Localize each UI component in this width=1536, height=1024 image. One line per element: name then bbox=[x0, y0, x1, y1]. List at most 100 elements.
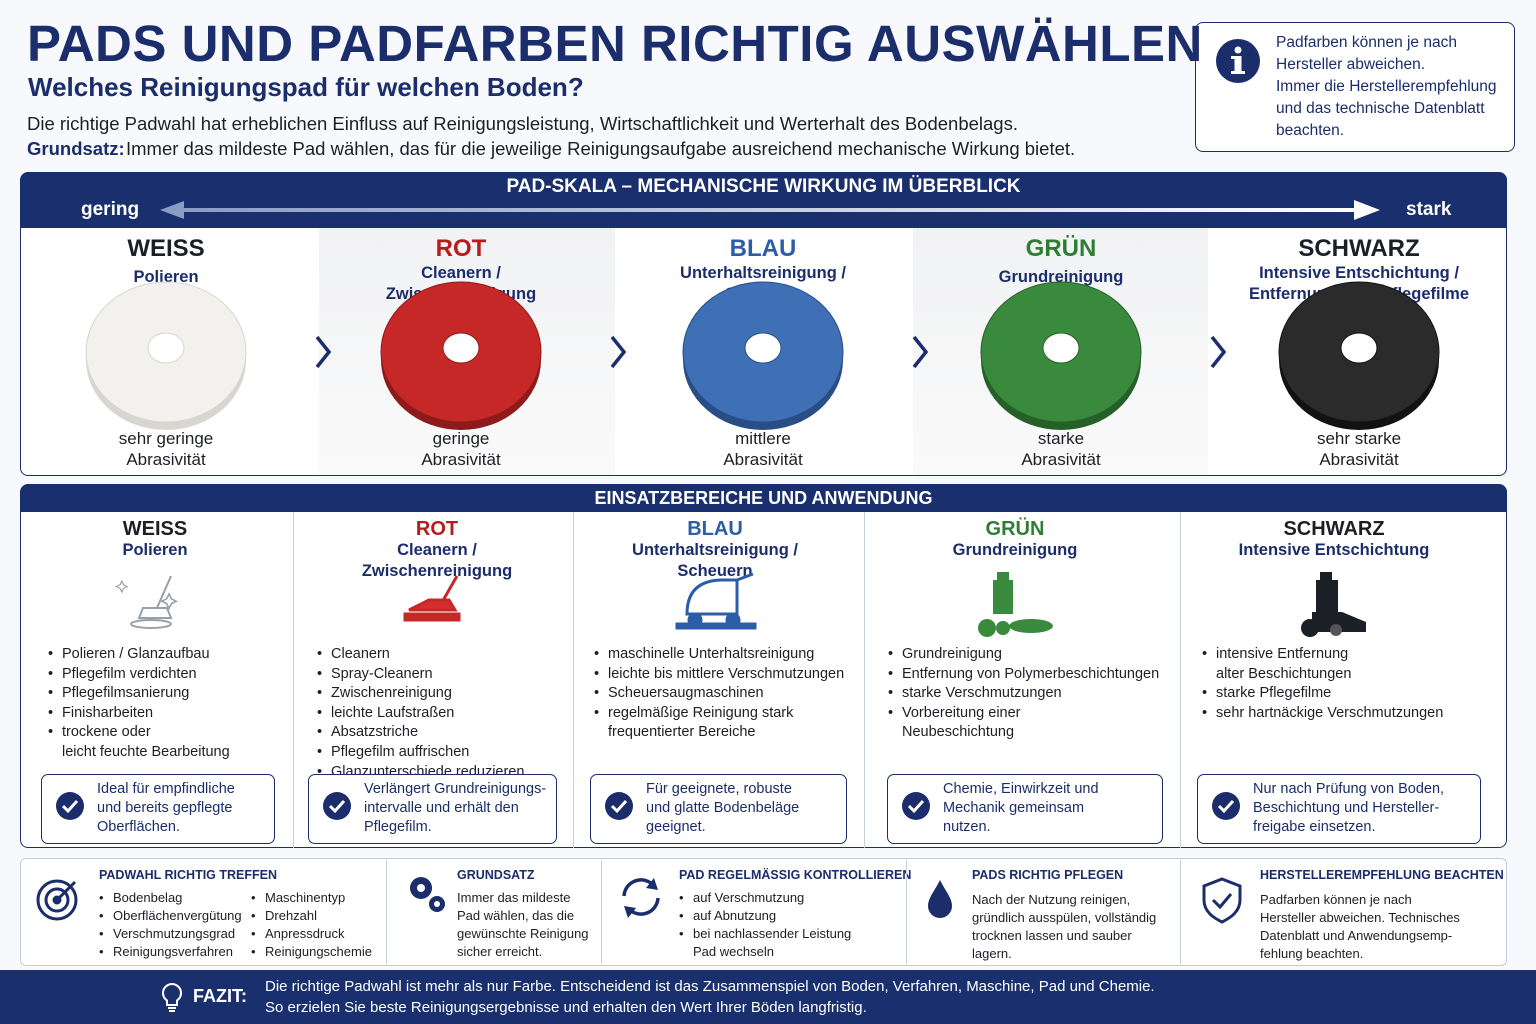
column-divider bbox=[1180, 512, 1181, 848]
pad-use: Grundreinigung bbox=[998, 268, 1124, 286]
usage-item: Entfernung von Polymerbeschichtungen bbox=[888, 665, 1159, 685]
pad-use: Unterhaltsreinigung / bbox=[680, 264, 846, 282]
note-text: freigabe einsetzen. bbox=[1253, 819, 1376, 835]
note-text: Chemie, Einwirkzeit und bbox=[943, 781, 1099, 797]
tip-text: Datenblatt und Anwendungsemp- bbox=[1260, 928, 1453, 943]
usage-item: Spray-Cleanern bbox=[317, 665, 524, 685]
tip-item-text: Bodenbelag bbox=[113, 890, 183, 905]
tip-item-text: Anpressdruck bbox=[265, 926, 345, 941]
note-text: Mechanik gemeinsam bbox=[943, 800, 1085, 816]
item-text: trockene oder bbox=[62, 724, 151, 741]
pad-name: GRÜN bbox=[1025, 235, 1097, 262]
note-text: Pflegefilm. bbox=[364, 819, 432, 835]
note-text: und glatte Bodenbeläge bbox=[646, 800, 800, 816]
fazit-text: So erzielen Sie beste Reinigungsergebnis… bbox=[265, 999, 867, 1016]
item-text: leicht feuchte Bearbeitung bbox=[62, 743, 230, 760]
note-text: und bereits gepflegte bbox=[97, 800, 233, 816]
tip-item: Reinigungschemie bbox=[251, 943, 372, 961]
pad-use: Intensive Entschichtung / bbox=[1259, 264, 1459, 282]
scale-high: stark bbox=[1406, 199, 1452, 220]
item-text: intensive Entfernung bbox=[1216, 646, 1349, 662]
usage-item: sehr hartnäckige Verschmutzungen bbox=[1202, 704, 1443, 724]
usage-item: leichte bis mittlere Verschmutzungen bbox=[594, 665, 844, 685]
tip-text: Immer das mildeste bbox=[457, 890, 571, 905]
pad-name: ROT bbox=[435, 235, 487, 262]
tip-title: PAD REGELMÄSSIG KONTROLLIEREN bbox=[679, 868, 912, 882]
pad-use: Polieren bbox=[133, 268, 199, 286]
usage-item: regelmäßige Reinigung stark frequentierte… bbox=[594, 704, 844, 743]
usage-header bbox=[20, 484, 1507, 512]
usage-name: ROT bbox=[415, 518, 459, 540]
machine-icon bbox=[115, 575, 178, 629]
tip-title: PADS RICHTIG PFLEGEN bbox=[972, 868, 1124, 882]
usage-item: Polieren / Glanzaufbau bbox=[48, 645, 230, 665]
pad-abrasion: sehr geringe bbox=[118, 429, 214, 448]
note-box bbox=[590, 774, 847, 844]
info-icon bbox=[1216, 39, 1260, 83]
pad bbox=[85, 281, 247, 430]
item-text: Cleanern bbox=[331, 646, 390, 662]
tip-item: bei nachlassender Leistung Pad wechseln bbox=[679, 925, 851, 961]
usage-item: Absatzstriche bbox=[317, 723, 524, 743]
item-text: sehr hartnäckige Verschmutzungen bbox=[1216, 704, 1444, 721]
pad-name: BLAU bbox=[729, 235, 797, 262]
usage-item: Pflegefilmsanierung bbox=[48, 684, 230, 704]
tip-text: gründlich ausspülen, vollständig bbox=[972, 910, 1157, 925]
pad bbox=[1278, 281, 1440, 430]
pad-use: Cleanern / bbox=[421, 264, 501, 282]
item-text: starke Pflegefilme bbox=[1216, 685, 1332, 702]
tip-item: Reinigungsverfahren bbox=[99, 943, 233, 961]
tip-item-text: Reinigungsverfahren bbox=[113, 944, 233, 959]
scale-low: gering bbox=[81, 199, 140, 220]
note-text: intervalle und erhält den bbox=[364, 800, 519, 816]
chevron bbox=[610, 335, 627, 369]
usage-item: Grundreinigung bbox=[888, 645, 1159, 665]
tip-text: lagern. bbox=[972, 946, 1012, 961]
item-text: Scheuersaugmaschinen bbox=[608, 685, 764, 702]
tip-item: Verschmutzungsgrad bbox=[99, 925, 235, 943]
tip-title: PADWAHL RICHTIG TREFFEN bbox=[99, 868, 278, 882]
item-text: Vorbereitung einer bbox=[902, 704, 1021, 721]
tip-icon bbox=[36, 879, 78, 921]
usage-title: EINSATZBEREICHE UND ANWENDUNG bbox=[594, 488, 933, 508]
item-text: Polieren / Glanzaufbau bbox=[62, 646, 210, 662]
usage-use: Unterhaltsreinigung / bbox=[632, 541, 798, 559]
usage-name: SCHWARZ bbox=[1283, 518, 1385, 540]
usage-item: Scheuersaugmaschinen bbox=[594, 684, 844, 704]
chevron bbox=[315, 335, 332, 369]
note-text: Beschichtung und Hersteller- bbox=[1253, 800, 1440, 816]
pad-abrasion: Abrasivität bbox=[723, 450, 803, 469]
usage-item: Cleanern bbox=[317, 645, 524, 665]
usage-name: BLAU bbox=[687, 518, 743, 540]
tip-icon bbox=[410, 877, 445, 912]
usage-item: Pflegefilm auffrischen bbox=[317, 743, 524, 763]
info-text: beachten. bbox=[1276, 122, 1345, 139]
usage-list: Grundreinigung Entfernung von Polymerbesc… bbox=[888, 645, 1159, 743]
pad-abrasion: geringe bbox=[432, 429, 490, 448]
tip-divider bbox=[386, 860, 387, 964]
tip-item-text: bei nachlassender Leistung bbox=[693, 926, 852, 941]
scale-arrow bbox=[160, 200, 1380, 220]
tip-item-text: Maschinentyp bbox=[265, 890, 346, 905]
tip-item: Drehzahl bbox=[251, 907, 317, 925]
usage-list: intensive Entfernung alter Beschichtungen… bbox=[1202, 645, 1443, 723]
pad bbox=[980, 281, 1142, 430]
usage-item: intensive Entfernung alter Beschichtungen bbox=[1202, 645, 1443, 684]
usage-list: Cleanern Spray-Cleanern Zwischenreinigung l… bbox=[317, 645, 524, 782]
tip-item-text: auf Abnutzung bbox=[693, 908, 777, 923]
check-icon bbox=[323, 792, 351, 820]
column-divider bbox=[864, 512, 865, 848]
column-divider bbox=[573, 512, 574, 848]
item-text: starke Verschmutzungen bbox=[902, 685, 1062, 702]
item-text: Pflegefilmsanierung bbox=[62, 685, 190, 702]
chevron bbox=[1210, 335, 1227, 369]
info-text: Immer die Herstellerempfehlung bbox=[1276, 78, 1497, 95]
item-text: Spray-Cleanern bbox=[331, 665, 433, 682]
usage-use: Polieren bbox=[122, 541, 188, 559]
usage-item: starke Verschmutzungen bbox=[888, 684, 1159, 704]
fazit-label: FAZIT: bbox=[193, 986, 247, 1006]
item-text: maschinelle Unterhaltsreinigung bbox=[608, 646, 815, 662]
pad-abrasion: sehr starke bbox=[1316, 429, 1402, 448]
column-divider bbox=[293, 512, 294, 848]
note-box bbox=[1197, 774, 1481, 844]
